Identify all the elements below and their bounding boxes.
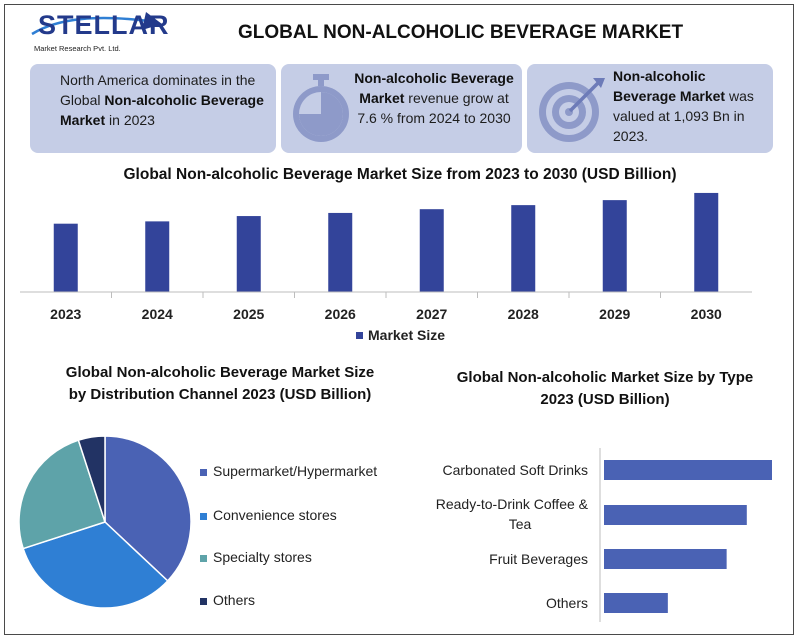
pie-legend-swatch [200,597,207,605]
market-size-bar-chart: 2023 2024 2025 2026 2027 2028 2029 2030 Market … [20,192,752,343]
bar-tick-label: 2023 [50,306,81,322]
pie-legend-label: Supermarket/Hypermarket [213,463,378,479]
card1-text-b: in 2023 [105,112,155,128]
card3-text: Non-alcoholic Beverage Market was valued… [613,66,765,146]
bar-tick-label: 2024 [142,306,173,322]
card2-text: Non-alcoholic Beverage Market revenue gr… [351,68,517,128]
bar-tick-label: 2026 [325,306,356,322]
stopwatch-icon [293,74,349,142]
card3-text-bold: Non-alcoholic Beverage Market [613,68,726,104]
pie-chart-title: Global Non-alcoholic Beverage Market Siz… [65,364,375,403]
logo-wordmark: STELLAR [38,10,170,40]
stellar-logo: STELLAR Market Research Pvt. Ltd. [28,8,170,58]
bar-tick-label: 2027 [416,306,447,322]
bar-2025 [236,216,261,292]
card1-text-bold: Non-alcoholic Beverage Market [60,92,264,128]
bar-tick-label: 2025 [233,306,264,322]
bar-chart-title: Global Non-alcoholic Beverage Market Siz… [123,166,677,183]
bar-2029 [602,200,627,292]
bar-2026 [328,212,353,292]
target-arrow-icon [539,78,605,142]
bar-2023 [53,223,78,292]
bar-legend-swatch [356,332,363,339]
logo-tagline: Market Research Pvt. Ltd. [34,44,121,53]
pie-legend-swatch [200,512,207,520]
card2-text-plain: revenue grow at 7.6 % from 2024 to 2030 [357,90,511,126]
card1-text-a: North America dominates in the Global [60,72,256,108]
pie-legend-label: Specialty stores [213,549,312,565]
insight-card-valuation: Non-alcoholic Beverage Market was valued… [527,64,773,153]
infographic-frame [4,4,794,635]
bar-2030 [694,192,719,292]
bar-2027 [419,209,444,292]
type-bar-carbonated-soft-drinks [604,460,772,480]
card2-text-bold: Non-alcoholic Beverage Market [354,70,514,106]
bar-legend-label: Market Size [368,327,445,343]
pie-slice-specialty-stores [18,439,106,550]
bar-2024 [145,221,170,292]
pie-legend-item: Specialty stores [200,549,312,565]
pie-legend-item: Convenience stores [200,507,337,523]
type-bar-label: Ready-to-Drink Coffee & Tea [436,496,589,532]
pie-slice-others [77,435,106,523]
type-chart-title: Global Non-alcoholic Market Size by Type… [456,369,754,408]
pie-legend-swatch [200,554,207,562]
pie-legend-swatch [200,468,207,476]
type-bar-fruit-beverages [604,549,727,569]
card1-text: North America dominates in the Global No… [60,70,272,130]
card3-text-plain: was valued at 1,093 Bn in 2023. [613,88,754,144]
type-bar-others [604,593,668,613]
type-bar-ready-to-drink-coffee-tea [604,505,747,525]
distribution-pie-chart [18,435,192,609]
bar-tick-label: 2029 [599,306,630,322]
type-bar-label: Fruit Beverages [489,551,588,567]
page-title: GLOBAL NON-ALCOHOLIC BEVERAGE MARKET [238,22,684,43]
pie-slice-supermarket-hypermarket [104,435,192,582]
bar-2028 [511,205,536,292]
type-bar-label: Others [546,595,588,611]
pie-legend-label: Convenience stores [213,507,337,523]
pie-slice-convenience-stores [22,521,169,609]
bar-tick-label: 2028 [508,306,539,322]
pie-legend-label: Others [213,592,256,608]
insight-card-growth: Non-alcoholic Beverage Market revenue gr… [281,64,522,153]
bar-tick-label: 2030 [691,306,722,322]
type-bar-label: Carbonated Soft Drinks [442,462,588,478]
insight-card-region: North America dominates in the Global No… [30,64,276,153]
logo-swoosh-icon [31,12,162,36]
pie-legend-item: Supermarket/Hypermarket [200,463,377,479]
type-horizontal-bar-chart: Carbonated Soft Drinks Ready-to-Drink Cof… [436,448,772,622]
pie-legend-item: Others [200,592,255,608]
